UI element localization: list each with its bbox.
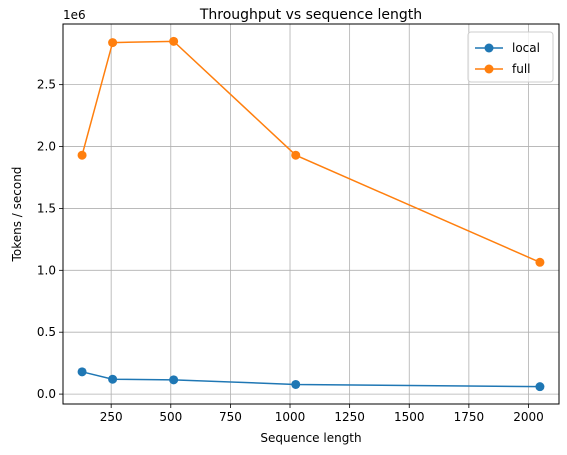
- x-axis: 250 500 750 1000 1250 1500 1750 2000: [100, 404, 544, 424]
- x-tick-label: 1500: [394, 410, 425, 424]
- x-tick-label: 1250: [334, 410, 365, 424]
- legend-label-full: full: [512, 62, 531, 76]
- legend-label-local: local: [512, 41, 540, 55]
- x-tick-label: 750: [219, 410, 242, 424]
- data-point-local: [108, 374, 118, 384]
- y-tick-label: 0.0: [37, 387, 56, 401]
- y-tick-label: 1.0: [37, 263, 56, 277]
- legend-marker-local: [484, 43, 494, 53]
- y-tick-label: 0.5: [37, 325, 56, 339]
- grid-lines: [63, 24, 559, 404]
- plot-area-frame: [62, 23, 560, 405]
- legend-marker-full: [484, 64, 494, 74]
- y-axis-offset-label: 1e6: [63, 8, 86, 22]
- y-tick-label: 1.5: [37, 201, 56, 215]
- series-line-local: [81, 371, 540, 388]
- series-layer: [77, 36, 545, 392]
- legend-frame: [467, 31, 554, 83]
- x-tick-label: 2000: [513, 410, 544, 424]
- data-point-full: [291, 150, 301, 160]
- x-tick-label: 1000: [275, 410, 306, 424]
- data-point-full: [108, 38, 118, 48]
- data-point-local: [169, 375, 179, 385]
- x-tick-label: 500: [159, 410, 182, 424]
- data-point-full: [169, 36, 179, 46]
- y-tick-label: 2.0: [37, 140, 56, 154]
- y-tick-label: 2.5: [37, 78, 56, 92]
- data-point-local: [77, 367, 87, 377]
- data-point-full: [77, 150, 87, 160]
- legend: local full: [467, 31, 554, 83]
- data-point-local: [535, 382, 545, 392]
- data-point-local: [291, 379, 301, 389]
- y-axis-label: Tokens / second: [10, 167, 24, 263]
- data-point-full: [535, 257, 545, 267]
- chart-title: Throughput vs sequence length: [199, 7, 422, 23]
- y-axis: 0.0 0.5 1.0 1.5 2.0 2.5: [37, 78, 63, 401]
- x-tick-label: 1750: [454, 410, 485, 424]
- x-tick-label: 250: [100, 410, 123, 424]
- x-axis-label: Sequence length: [260, 431, 361, 445]
